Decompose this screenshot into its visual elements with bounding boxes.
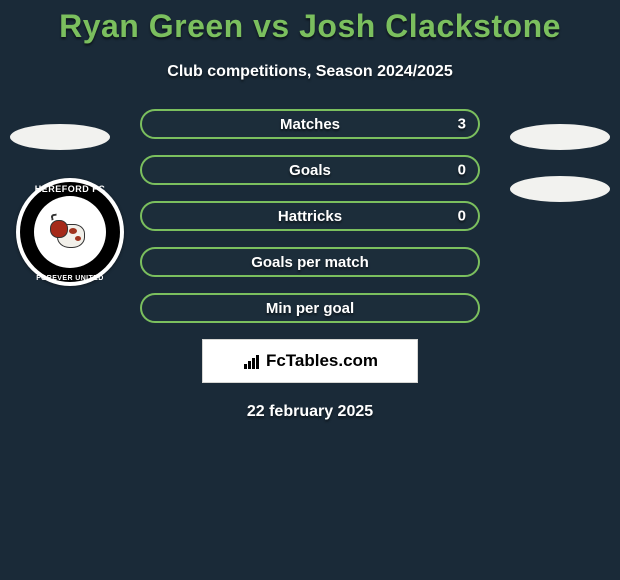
club-badge-center bbox=[34, 196, 106, 268]
stat-label: Goals per match bbox=[251, 254, 369, 271]
stat-row-hattricks: Hattricks 0 bbox=[140, 201, 480, 231]
bull-icon bbox=[45, 210, 95, 254]
stat-value-right: 0 bbox=[458, 208, 466, 225]
player-left-avatar-placeholder bbox=[10, 124, 110, 150]
page-title: Ryan Green vs Josh Clackstone bbox=[0, 0, 620, 45]
stat-label: Goals bbox=[289, 162, 331, 179]
club-badge-top-text: HEREFORD FC bbox=[16, 184, 124, 194]
stat-row-matches: Matches 3 bbox=[140, 109, 480, 139]
stat-label: Min per goal bbox=[266, 300, 354, 317]
stat-label: Matches bbox=[280, 116, 340, 133]
brand-text: FcTables.com bbox=[266, 351, 378, 371]
brand-box[interactable]: FcTables.com bbox=[202, 339, 418, 383]
club-badge-bottom-text: FOREVER UNITED bbox=[16, 275, 124, 282]
player-right-club-placeholder bbox=[510, 176, 610, 202]
stat-row-min-per-goal: Min per goal bbox=[140, 293, 480, 323]
page-subtitle: Club competitions, Season 2024/2025 bbox=[0, 63, 620, 81]
bar-chart-icon bbox=[242, 353, 262, 369]
stat-value-right: 0 bbox=[458, 162, 466, 179]
stat-row-goals: Goals 0 bbox=[140, 155, 480, 185]
stat-value-right: 3 bbox=[458, 116, 466, 133]
date-text: 22 february 2025 bbox=[0, 403, 620, 421]
club-badge: HEREFORD FC FOREVER UNITED bbox=[16, 178, 124, 286]
stat-row-goals-per-match: Goals per match bbox=[140, 247, 480, 277]
player-right-avatar-placeholder bbox=[510, 124, 610, 150]
stats-block: Matches 3 Goals 0 Hattricks 0 Goals per … bbox=[140, 109, 480, 323]
stat-label: Hattricks bbox=[278, 208, 342, 225]
